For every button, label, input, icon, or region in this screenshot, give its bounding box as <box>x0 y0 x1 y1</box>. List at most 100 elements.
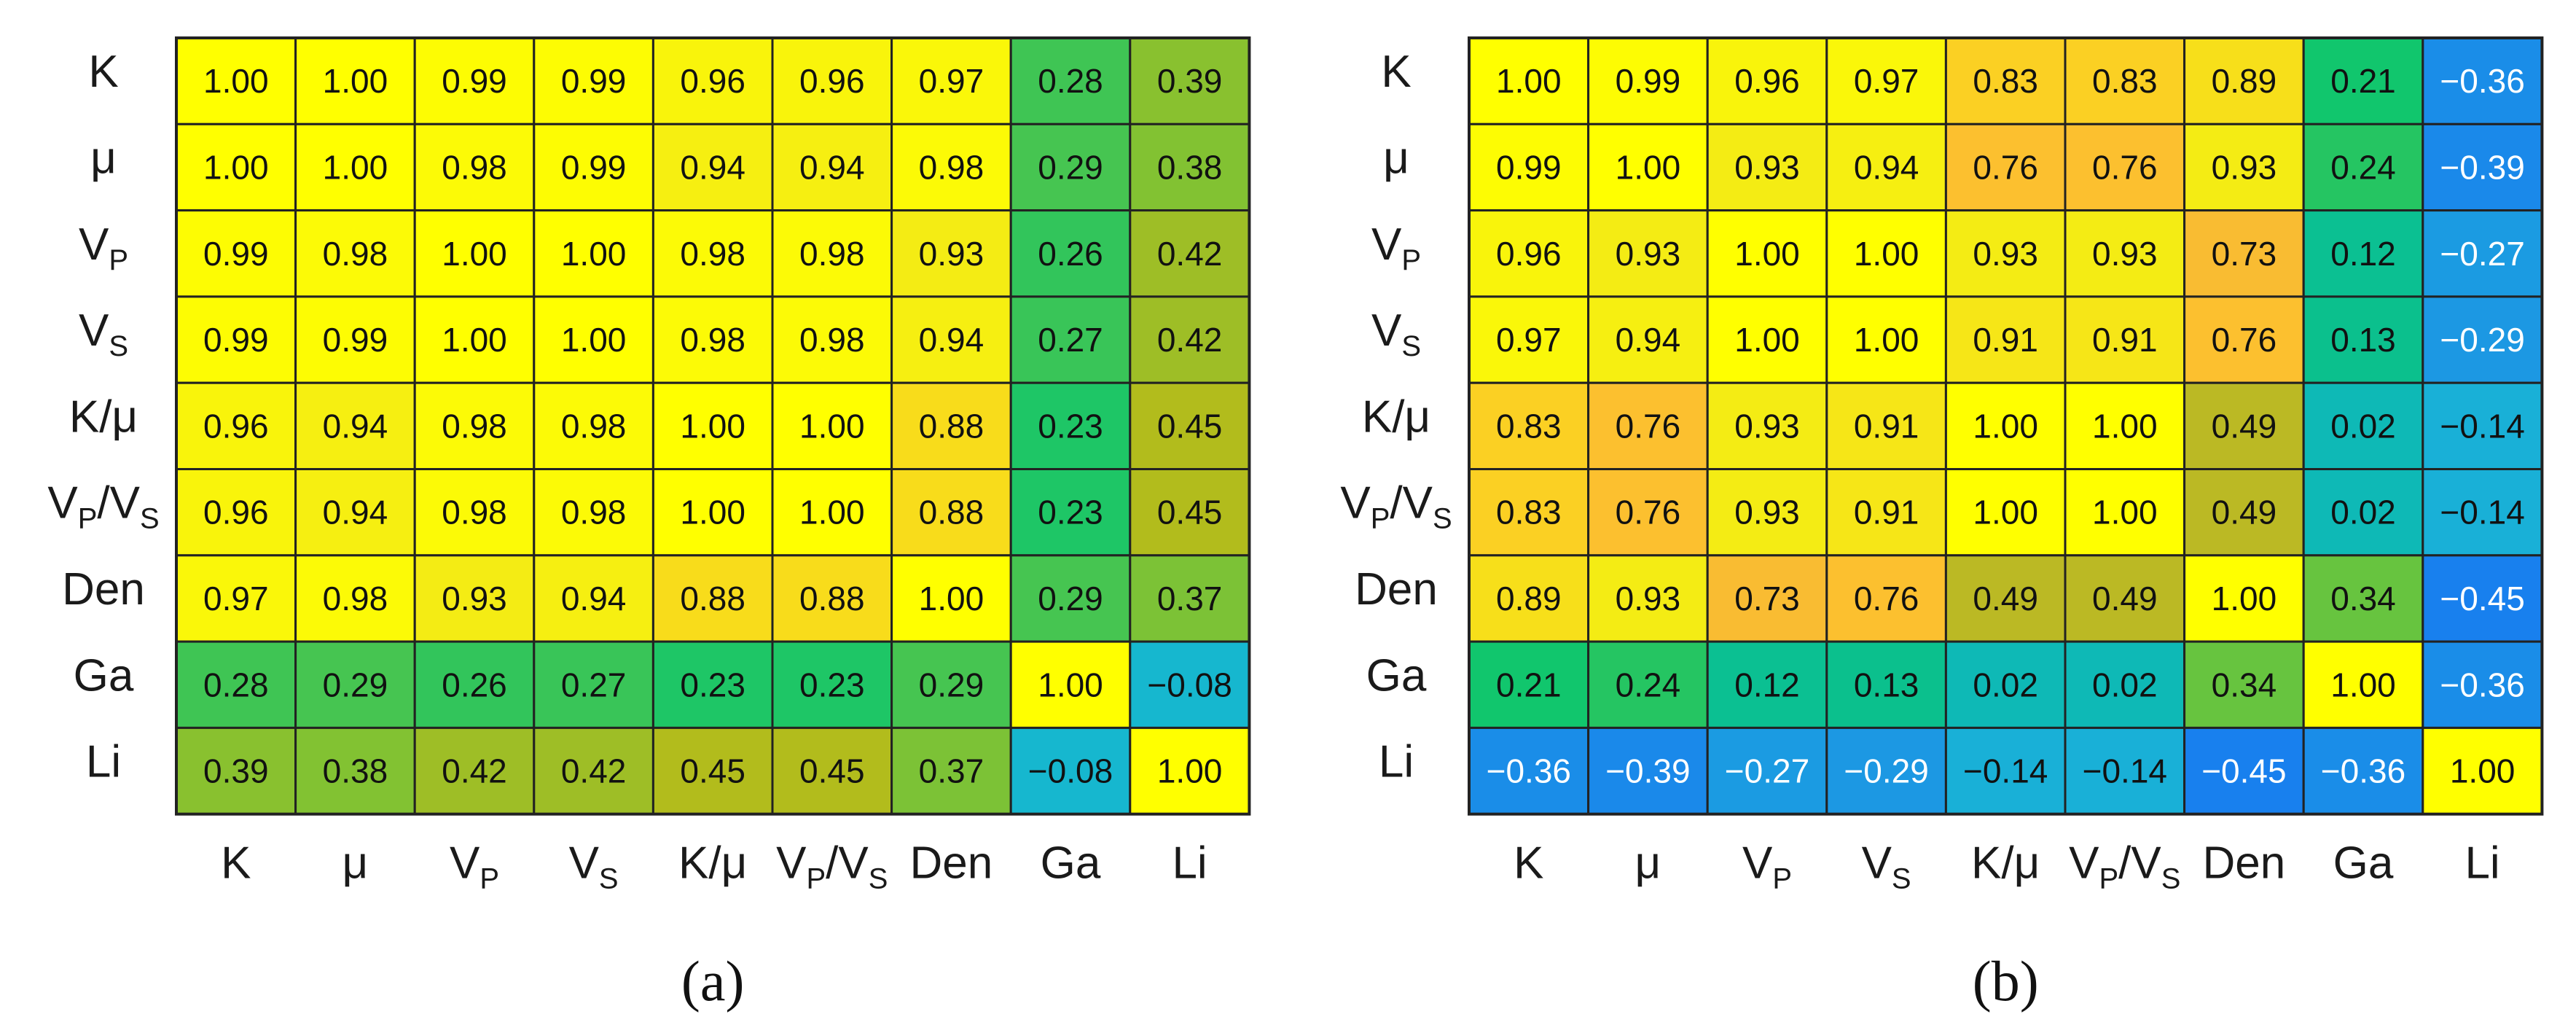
cell-value-label: 0.98 <box>799 235 865 273</box>
heatmap-cell <box>294 295 416 384</box>
heatmap-cell <box>1706 295 1828 384</box>
cell-value-label: −0.36 <box>2321 752 2405 790</box>
cell-value-label: 0.98 <box>561 407 627 445</box>
row-label-li: Li <box>1379 737 1414 787</box>
cell-value-label: 0.94 <box>1854 148 1919 186</box>
col-label-mu: μ <box>1635 838 1661 889</box>
cell-value-label: 0.91 <box>2092 321 2158 359</box>
cell-value-label: 0.23 <box>1038 494 1103 531</box>
heatmap-cell <box>413 209 536 298</box>
heatmap-cell <box>1129 295 1250 384</box>
cell-value-label: −0.29 <box>1844 752 1928 790</box>
col-label-ga: Ga <box>1041 838 1101 889</box>
heatmap-cell <box>413 640 536 729</box>
heatmap-cell <box>2183 726 2305 816</box>
cell-value-label: 0.96 <box>799 62 865 100</box>
cell-value-label: 0.37 <box>1157 580 1223 617</box>
heatmap-cell <box>1587 554 1709 643</box>
cell-value-label: 0.45 <box>1157 494 1223 531</box>
row-label-k-over-mu: K/μ <box>1362 391 1430 442</box>
cell-value-label: 0.12 <box>2330 235 2396 273</box>
cell-value-label: 0.29 <box>1038 148 1103 186</box>
heatmap-cell <box>2064 209 2186 298</box>
heatmap-cell <box>2183 122 2305 212</box>
cell-value-label: 0.42 <box>1157 235 1223 273</box>
cell-value-label: 1.00 <box>799 407 865 445</box>
cell-value-label: 0.99 <box>442 62 507 100</box>
row-label-den: Den <box>62 564 145 615</box>
cell-value-label: 0.49 <box>2092 580 2158 617</box>
cell-value-label: −0.08 <box>1147 666 1232 704</box>
heatmap-cell <box>2302 209 2424 298</box>
heatmap-cell <box>1706 122 1828 212</box>
heatmap-cell <box>533 640 654 729</box>
cell-value-label: 0.89 <box>1496 580 1562 617</box>
cell-value-label: 0.76 <box>1854 580 1919 617</box>
heatmap-cell <box>771 726 893 816</box>
cell-value-label: −0.14 <box>2083 752 2167 790</box>
cell-value-label: 0.02 <box>2330 407 2396 445</box>
col-label-ga: Ga <box>2333 838 2394 889</box>
cell-value-label: 0.93 <box>1616 580 1681 617</box>
cell-value-label: −0.27 <box>1725 752 1809 790</box>
heatmap-cell <box>294 36 416 125</box>
cell-value-label: 0.99 <box>1496 148 1562 186</box>
heatmap-cell <box>533 209 654 298</box>
heatmap-cell <box>1825 209 1947 298</box>
cell-value-label: 0.42 <box>442 752 507 790</box>
heatmap-cell <box>1009 122 1132 212</box>
cell-value-label: 0.24 <box>2330 148 2396 186</box>
cell-value-label: −0.08 <box>1028 752 1113 790</box>
cell-value-label: 0.76 <box>1973 148 2038 186</box>
heatmap-cell <box>890 640 1012 729</box>
col-label-vs: VS​ <box>569 838 619 895</box>
cell-value-label: 0.83 <box>2092 62 2158 100</box>
cell-value-label: −0.14 <box>2440 494 2524 531</box>
cell-value-label: 0.96 <box>1496 235 1562 273</box>
heatmap-cell <box>2183 554 2305 643</box>
heatmap-border <box>1468 36 2544 816</box>
cell-value-label: 0.45 <box>799 752 865 790</box>
cell-value-label: 0.73 <box>1734 580 1800 617</box>
cell-value-label: 1.00 <box>561 235 627 273</box>
cell-value-label: 1.00 <box>1973 494 2038 531</box>
heatmap-cell <box>294 209 416 298</box>
cell-value-label: 0.97 <box>1854 62 1919 100</box>
heatmap-cell <box>771 381 893 471</box>
cell-value-label: 0.76 <box>1616 407 1681 445</box>
heatmap-cell <box>175 295 297 384</box>
cell-value-label: 0.38 <box>323 752 388 790</box>
heatmap-cell <box>1825 640 1947 729</box>
cell-value-label: 0.98 <box>799 321 865 359</box>
cell-value-label: 0.97 <box>919 62 984 100</box>
cell-value-label: 0.98 <box>680 321 745 359</box>
cell-value-label: 0.73 <box>2212 235 2277 273</box>
cell-value-label: 0.02 <box>2092 666 2158 704</box>
row-label-vp-over-vs: VP​/VS​ <box>1340 478 1452 535</box>
cell-value-label: 0.93 <box>919 235 984 273</box>
cell-value-label: 0.37 <box>919 752 984 790</box>
heatmap-cell <box>1706 554 1828 643</box>
heatmap-cell <box>1587 295 1709 384</box>
heatmap-cell <box>1944 381 2067 471</box>
heatmap-cell <box>2302 554 2424 643</box>
col-label-k-over-mu: K/μ <box>1971 838 2040 889</box>
col-label-k: K <box>221 838 251 889</box>
cell-value-label: −0.36 <box>2440 666 2524 704</box>
cell-value-label: 0.76 <box>1616 494 1681 531</box>
cell-value-label: 0.91 <box>1854 407 1919 445</box>
cell-value-label: 0.93 <box>1973 235 2038 273</box>
cell-value-label: 0.98 <box>680 235 745 273</box>
cell-value-label: 0.34 <box>2212 666 2277 704</box>
panel-label: (a) <box>681 949 745 1013</box>
col-label-vp: VP​ <box>450 838 499 895</box>
heatmap-cell <box>1587 468 1709 557</box>
cell-value-label: 0.49 <box>1973 580 2038 617</box>
cell-value-label: 0.96 <box>203 407 269 445</box>
col-label-li: Li <box>1172 838 1207 889</box>
cell-value-label: 1.00 <box>2092 494 2158 531</box>
heatmap-cell <box>1706 726 1828 816</box>
cell-value-label: 0.12 <box>1734 666 1800 704</box>
heatmap-cell <box>1129 726 1250 816</box>
